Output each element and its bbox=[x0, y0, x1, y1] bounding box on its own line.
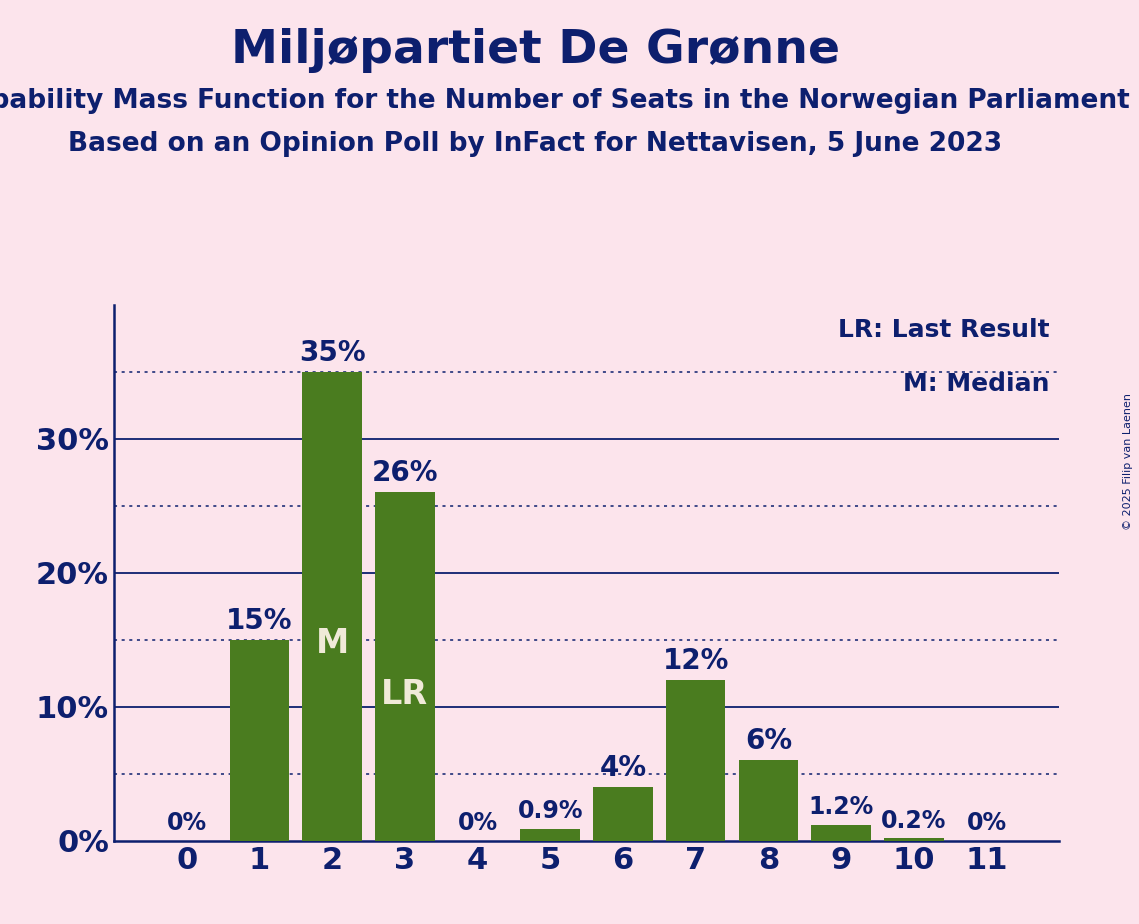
Text: LR: LR bbox=[382, 678, 428, 711]
Text: 6%: 6% bbox=[745, 727, 792, 755]
Bar bbox=[302, 371, 362, 841]
Text: 35%: 35% bbox=[298, 338, 366, 367]
Bar bbox=[230, 639, 289, 841]
Text: Miljøpartiet De Grønne: Miljøpartiet De Grønne bbox=[231, 28, 839, 73]
Bar bbox=[521, 829, 580, 841]
Text: Based on an Opinion Poll by InFact for Nettavisen, 5 June 2023: Based on an Opinion Poll by InFact for N… bbox=[68, 131, 1002, 157]
Text: 0%: 0% bbox=[458, 811, 498, 835]
Text: 12%: 12% bbox=[663, 647, 729, 675]
Bar bbox=[593, 787, 653, 841]
Text: LR: Last Result: LR: Last Result bbox=[838, 319, 1050, 342]
Bar bbox=[738, 760, 798, 841]
Text: M: Median: M: Median bbox=[903, 372, 1050, 395]
Text: 0%: 0% bbox=[166, 811, 207, 835]
Text: 1.2%: 1.2% bbox=[809, 796, 874, 820]
Text: Probability Mass Function for the Number of Seats in the Norwegian Parliament: Probability Mass Function for the Number… bbox=[0, 88, 1130, 114]
Text: M: M bbox=[316, 627, 349, 661]
Text: 0.9%: 0.9% bbox=[517, 799, 583, 823]
Bar bbox=[811, 825, 871, 841]
Text: 4%: 4% bbox=[599, 754, 647, 782]
Text: 15%: 15% bbox=[227, 606, 293, 635]
Text: 0.2%: 0.2% bbox=[882, 808, 947, 833]
Text: 26%: 26% bbox=[371, 459, 439, 487]
Text: 0%: 0% bbox=[966, 811, 1007, 835]
Bar bbox=[375, 492, 435, 841]
Bar bbox=[666, 680, 726, 841]
Text: © 2025 Filip van Laenen: © 2025 Filip van Laenen bbox=[1123, 394, 1133, 530]
Bar bbox=[884, 838, 943, 841]
